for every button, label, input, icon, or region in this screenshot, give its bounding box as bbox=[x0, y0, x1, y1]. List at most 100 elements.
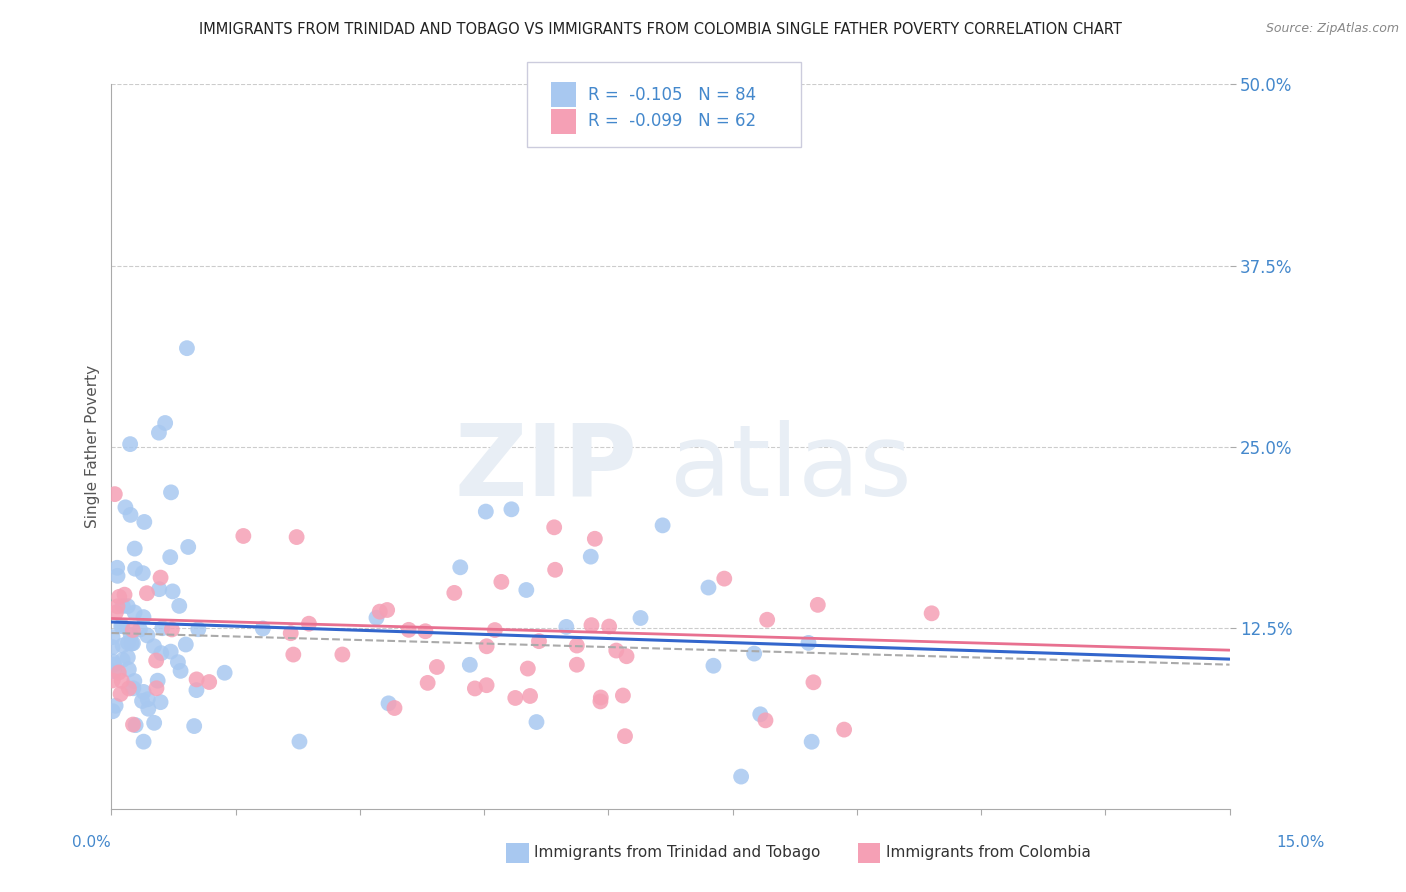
Point bbox=[697, 581, 720, 595]
Point bbox=[150, 646, 173, 660]
Point bbox=[107, 665, 129, 680]
Point bbox=[122, 681, 145, 696]
Point bbox=[153, 416, 176, 430]
Point bbox=[583, 532, 606, 546]
Point bbox=[443, 586, 465, 600]
Point bbox=[298, 616, 321, 631]
Point bbox=[426, 660, 449, 674]
Point bbox=[159, 550, 181, 565]
Point bbox=[129, 623, 152, 637]
Text: 0.0%: 0.0% bbox=[72, 836, 111, 850]
Point bbox=[101, 654, 124, 668]
Point bbox=[598, 619, 620, 633]
Point bbox=[605, 643, 627, 657]
Point bbox=[160, 623, 183, 637]
Point bbox=[464, 681, 486, 696]
Point bbox=[104, 606, 127, 620]
Point bbox=[104, 487, 127, 501]
Text: Immigrants from Trinidad and Tobago: Immigrants from Trinidad and Tobago bbox=[534, 846, 821, 860]
Point bbox=[101, 673, 124, 688]
Text: R =  -0.099   N = 62: R = -0.099 N = 62 bbox=[588, 112, 756, 130]
Point bbox=[117, 636, 139, 650]
Point bbox=[581, 618, 603, 632]
Point bbox=[377, 697, 399, 711]
Point bbox=[110, 619, 132, 633]
Point bbox=[131, 694, 153, 708]
Point bbox=[124, 606, 146, 620]
Point bbox=[110, 687, 132, 701]
Text: Source: ZipAtlas.com: Source: ZipAtlas.com bbox=[1265, 22, 1399, 36]
Point bbox=[118, 662, 141, 676]
Point bbox=[565, 639, 588, 653]
Point bbox=[187, 622, 209, 636]
Point bbox=[589, 694, 612, 708]
Point bbox=[800, 735, 823, 749]
Point bbox=[145, 654, 167, 668]
Point bbox=[416, 676, 439, 690]
Point bbox=[114, 500, 136, 515]
Point bbox=[288, 734, 311, 748]
Point bbox=[117, 650, 139, 665]
Point bbox=[124, 541, 146, 556]
Point bbox=[283, 648, 305, 662]
Point bbox=[132, 734, 155, 748]
Point bbox=[136, 628, 159, 642]
Point bbox=[101, 630, 124, 644]
Point bbox=[148, 425, 170, 440]
Point bbox=[149, 571, 172, 585]
Point bbox=[132, 610, 155, 624]
Point bbox=[579, 549, 602, 564]
Point bbox=[475, 678, 498, 692]
Point bbox=[105, 561, 128, 575]
Text: ZIP: ZIP bbox=[454, 420, 637, 517]
Text: Immigrants from Colombia: Immigrants from Colombia bbox=[886, 846, 1091, 860]
Point bbox=[516, 662, 538, 676]
Point bbox=[120, 437, 142, 451]
Point bbox=[169, 664, 191, 678]
Point bbox=[503, 690, 526, 705]
Point bbox=[118, 681, 141, 696]
Point bbox=[543, 520, 565, 534]
Point bbox=[832, 723, 855, 737]
Point bbox=[475, 505, 498, 519]
Point bbox=[124, 673, 146, 688]
Point bbox=[159, 645, 181, 659]
Point bbox=[797, 636, 820, 650]
Point bbox=[108, 590, 131, 604]
Point bbox=[614, 729, 637, 743]
Point bbox=[589, 690, 612, 705]
Point bbox=[149, 695, 172, 709]
Point bbox=[214, 665, 236, 680]
Text: R =  -0.105   N = 84: R = -0.105 N = 84 bbox=[588, 86, 756, 103]
Point bbox=[713, 572, 735, 586]
Point bbox=[134, 515, 156, 529]
Point bbox=[702, 658, 724, 673]
Point bbox=[121, 623, 143, 637]
Point bbox=[491, 574, 513, 589]
Point bbox=[124, 718, 146, 732]
Point bbox=[285, 530, 308, 544]
Point bbox=[143, 640, 166, 654]
Point bbox=[107, 569, 129, 583]
Point bbox=[384, 701, 406, 715]
Point bbox=[616, 649, 638, 664]
Point bbox=[183, 719, 205, 733]
Point bbox=[107, 599, 129, 614]
Point bbox=[754, 714, 776, 728]
Point bbox=[132, 685, 155, 699]
Point bbox=[501, 502, 523, 516]
Point bbox=[177, 540, 200, 554]
Point bbox=[162, 584, 184, 599]
Point bbox=[176, 341, 198, 355]
Point bbox=[515, 582, 537, 597]
Point bbox=[101, 640, 124, 655]
Point bbox=[136, 702, 159, 716]
Point bbox=[526, 714, 548, 729]
Point bbox=[103, 664, 125, 678]
Point bbox=[565, 657, 588, 672]
Point bbox=[484, 623, 506, 637]
Point bbox=[186, 683, 208, 698]
Point bbox=[111, 673, 134, 688]
Point bbox=[169, 599, 191, 613]
Point bbox=[136, 692, 159, 706]
